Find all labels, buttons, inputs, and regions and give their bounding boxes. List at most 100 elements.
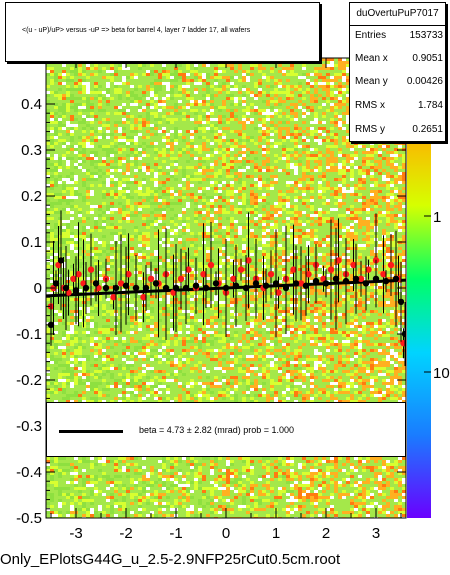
- heatmap-cell: [154, 331, 158, 334]
- heatmap-cell: [258, 196, 262, 199]
- heatmap-cell: [70, 340, 74, 343]
- heatmap-cell: [314, 325, 318, 328]
- heatmap-cell: [74, 70, 78, 73]
- heatmap-cell: [370, 286, 374, 289]
- heatmap-cell: [290, 235, 294, 238]
- heatmap-cell: [222, 352, 226, 355]
- heatmap-cell: [262, 250, 266, 253]
- heatmap-cell: [182, 343, 186, 346]
- heatmap-cell: [326, 244, 330, 247]
- heatmap-cell: [346, 115, 350, 118]
- heatmap-cell: [386, 196, 390, 199]
- heatmap-cell: [114, 70, 118, 73]
- heatmap-cell: [142, 244, 146, 247]
- heatmap-cell: [326, 145, 330, 148]
- heatmap-cell: [94, 310, 98, 313]
- heatmap-cell: [258, 169, 262, 172]
- heatmap-cell: [234, 160, 238, 163]
- heatmap-cell: [102, 172, 106, 175]
- heatmap-cell: [286, 292, 290, 295]
- heatmap-cell: [106, 355, 110, 358]
- heatmap-cell: [154, 196, 158, 199]
- heatmap-cell: [190, 109, 194, 112]
- heatmap-cell: [198, 262, 202, 265]
- heatmap-cell: [322, 196, 326, 199]
- heatmap-cell: [338, 361, 342, 364]
- heatmap-cell: [206, 118, 210, 121]
- heatmap-cell: [66, 61, 70, 64]
- heatmap-cell: [130, 139, 134, 142]
- heatmap-cell: [54, 166, 58, 169]
- heatmap-cell: [166, 61, 170, 64]
- heatmap-cell: [186, 79, 190, 82]
- heatmap-cell: [294, 196, 298, 199]
- heatmap-cell: [226, 304, 230, 307]
- heatmap-cell: [146, 61, 150, 64]
- heatmap-cell: [358, 268, 362, 271]
- heatmap-cell: [286, 217, 290, 220]
- heatmap-cell: [166, 94, 170, 97]
- heatmap-cell: [322, 85, 326, 88]
- heatmap-cell: [130, 250, 134, 253]
- heatmap-cell: [78, 247, 82, 250]
- heatmap-cell: [86, 82, 90, 85]
- heatmap-cell: [310, 208, 314, 211]
- heatmap-cell: [54, 241, 58, 244]
- heatmap-cell: [154, 133, 158, 136]
- heatmap-cell: [306, 355, 310, 358]
- heatmap-cell: [366, 244, 370, 247]
- heatmap-cell: [98, 97, 102, 100]
- heatmap-cell: [194, 253, 198, 256]
- heatmap-cell: [122, 109, 126, 112]
- heatmap-cell: [114, 232, 118, 235]
- heatmap-cell: [206, 340, 210, 343]
- heatmap-cell: [170, 157, 174, 160]
- heatmap-cell: [246, 148, 250, 151]
- heatmap-cell: [86, 235, 90, 238]
- heatmap-cell: [390, 235, 394, 238]
- heatmap-cell: [146, 226, 150, 229]
- heatmap-cell: [114, 88, 118, 91]
- heatmap-cell: [282, 343, 286, 346]
- heatmap-cell: [74, 244, 78, 247]
- heatmap-cell: [266, 349, 270, 352]
- heatmap-cell: [302, 355, 306, 358]
- heatmap-cell: [362, 172, 366, 175]
- heatmap-cell: [82, 118, 86, 121]
- heatmap-cell: [166, 313, 170, 316]
- heatmap-cell: [398, 154, 402, 157]
- heatmap-cell: [346, 337, 350, 340]
- heatmap-cell: [214, 355, 218, 358]
- heatmap-cell: [338, 172, 342, 175]
- heatmap-cell: [198, 163, 202, 166]
- heatmap-cell: [386, 163, 390, 166]
- heatmap-cell: [302, 91, 306, 94]
- heatmap-cell: [338, 286, 342, 289]
- heatmap-cell: [298, 301, 302, 304]
- heatmap-cell: [110, 301, 114, 304]
- heatmap-cell: [206, 178, 210, 181]
- heatmap-cell: [354, 193, 358, 196]
- heatmap-cell: [186, 175, 190, 178]
- heatmap-cell: [98, 265, 102, 268]
- heatmap-cell: [98, 61, 102, 64]
- heatmap-cell: [182, 118, 186, 121]
- heatmap-cell: [146, 97, 150, 100]
- heatmap-cell: [70, 67, 74, 70]
- heatmap-cell: [314, 82, 318, 85]
- heatmap-cell: [90, 118, 94, 121]
- heatmap-cell: [334, 121, 338, 124]
- heatmap-cell: [138, 145, 142, 148]
- heatmap-cell: [130, 235, 134, 238]
- heatmap-cell: [286, 160, 290, 163]
- heatmap-cell: [206, 166, 210, 169]
- heatmap-cell: [206, 112, 210, 115]
- heatmap-cell: [134, 88, 138, 91]
- heatmap-cell: [242, 145, 246, 148]
- heatmap-cell: [362, 307, 366, 310]
- heatmap-cell: [254, 178, 258, 181]
- heatmap-cell: [214, 148, 218, 151]
- heatmap-cell: [342, 85, 346, 88]
- heatmap-cell: [86, 61, 90, 64]
- heatmap-cell: [374, 181, 378, 184]
